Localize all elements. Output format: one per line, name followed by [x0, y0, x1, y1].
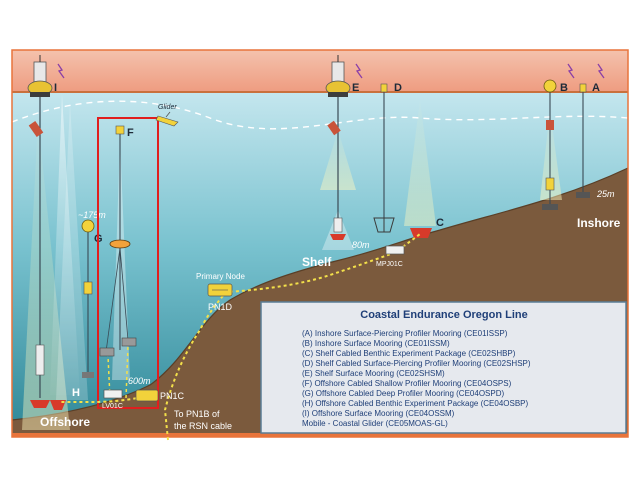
highlight-box-f — [97, 117, 159, 409]
legend-item: (A) Inshore Surface-Piercing Profiler Mo… — [302, 329, 508, 338]
legend-item: (I) Offshore Surface Mooring (CE04OSSM) — [302, 409, 455, 418]
glider-path — [11, 100, 629, 130]
mooring-c — [410, 228, 432, 238]
region-label-inshore: Inshore — [577, 216, 621, 230]
site-label-a: A — [592, 82, 600, 94]
site-label-i: I — [54, 82, 57, 94]
site-label-f: F — [127, 127, 134, 139]
glider-label: Glider — [158, 104, 177, 111]
depth-label-shelf: 80m — [352, 240, 370, 250]
bottom-frame — [12, 433, 628, 437]
pn1d-label: PN1D — [208, 302, 233, 312]
region-label-shelf: Shelf — [302, 255, 332, 269]
node-mpj01c — [385, 245, 405, 255]
rsn-cable-label-line2: the RSN cable — [174, 421, 232, 431]
outer-frame — [11, 49, 629, 438]
legend-panel: Coastal Endurance Oregon Line (A) Inshor… — [260, 301, 627, 434]
glider — [155, 111, 179, 127]
mooring-f — [99, 125, 137, 380]
lv01c-label: LV01C — [102, 403, 123, 410]
legend-item: (C) Shelf Cabled Benthic Experiment Pack… — [302, 349, 516, 358]
telemetry-icon — [57, 63, 65, 79]
telemetry-icon — [597, 63, 605, 79]
mooring-e — [320, 55, 356, 250]
mooring-i — [22, 55, 80, 430]
legend-title: Coastal Endurance Oregon Line — [360, 309, 527, 321]
mpj01c-label: MPJ01C — [376, 261, 403, 268]
node-lv01c — [103, 389, 123, 399]
site-label-h: H — [72, 387, 80, 399]
rsn-cable-label-line1: To PN1B of — [174, 409, 220, 419]
depth-label-inshore: 25m — [596, 189, 615, 199]
depth-label-profiler: ~175m — [78, 210, 106, 220]
primary-node-pn1d — [207, 283, 233, 297]
telemetry-icon — [355, 63, 363, 79]
primary-node-label: Primary Node — [196, 272, 245, 281]
legend-item: (E) Shelf Surface Mooring (CE02SHSM) — [302, 369, 445, 378]
mooring-b — [540, 79, 562, 210]
site-label-c: C — [436, 217, 444, 229]
cable-backbone — [163, 233, 421, 441]
site-label-d: D — [394, 82, 402, 94]
telemetry-icon — [567, 63, 575, 79]
mooring-d — [373, 83, 395, 233]
node-pn1c — [135, 389, 159, 402]
legend-item: (H) Offshore Cabled Benthic Experiment P… — [302, 399, 529, 408]
pn1c-label: PN1C — [160, 391, 185, 401]
legend-item: (B) Inshore Surface Mooring (CE01ISSM) — [302, 339, 450, 348]
legend-item: Mobile - Coastal Glider (CE05MOAS-GL) — [302, 419, 448, 428]
site-label-b: B — [560, 82, 568, 94]
mooring-g — [81, 219, 95, 378]
acoustic-beam — [56, 104, 88, 400]
region-label-offshore: Offshore — [40, 415, 90, 429]
acoustic-beam — [404, 100, 436, 226]
site-label-e: E — [352, 82, 359, 94]
mooring-a — [576, 83, 590, 198]
legend-item: (G) Offshore Cabled Deep Profiler Moorin… — [302, 389, 504, 398]
legend-item: (F) Offshore Cabled Shallow Profiler Moo… — [302, 379, 512, 388]
cable-offshore-branch — [60, 395, 149, 403]
sky — [12, 50, 628, 94]
depth-label-offshore: 600m — [128, 376, 151, 386]
legend-item: (D) Shelf Cabled Surface-Piercing Profil… — [302, 359, 531, 368]
